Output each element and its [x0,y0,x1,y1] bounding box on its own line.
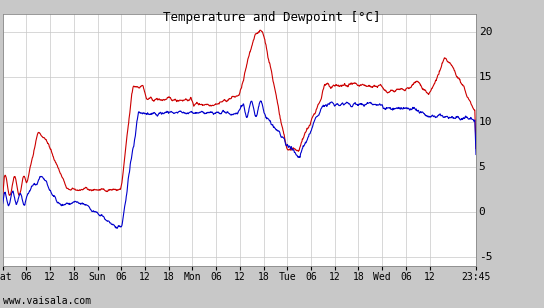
Text: 10: 10 [479,117,492,127]
Text: www.vaisala.com: www.vaisala.com [3,297,91,306]
Text: -5: -5 [479,252,492,262]
Text: Temperature and Dewpoint [°C]: Temperature and Dewpoint [°C] [163,11,381,24]
Text: 20: 20 [479,27,492,37]
Text: 5: 5 [479,162,485,172]
Text: 0: 0 [479,207,485,217]
Text: 15: 15 [479,72,492,82]
